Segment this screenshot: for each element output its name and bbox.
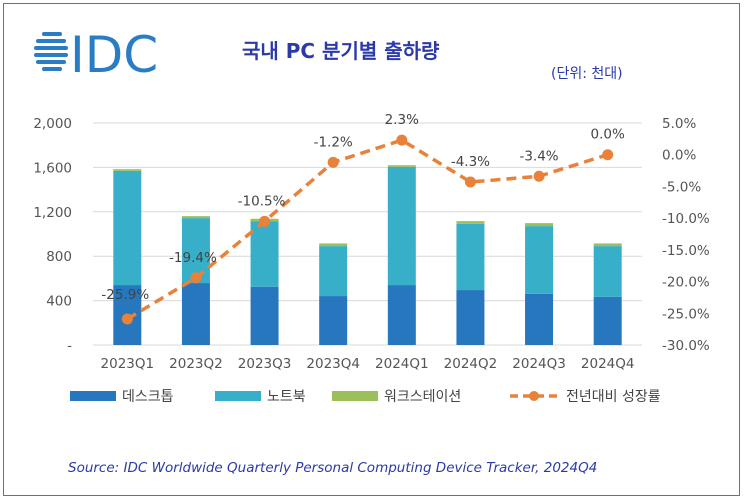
unit-label: (단위: 천대) (551, 66, 623, 82)
x-tick-label: 2023Q3 (238, 356, 292, 372)
bar-데스크톱 (319, 296, 348, 345)
y-tick-label: - (67, 338, 72, 354)
y-tick-label: 2,000 (33, 116, 72, 132)
growth-point (190, 272, 202, 284)
legend-label: 데스크톱 (122, 389, 174, 405)
bar-워크스테이션 (525, 223, 554, 227)
chart-frame (3, 3, 740, 496)
x-tick-label: 2023Q1 (101, 356, 155, 372)
legend-swatch-marker (529, 391, 539, 401)
source-note: Source: IDC Worldwide Quarterly Personal… (68, 460, 597, 476)
legend-swatch (215, 391, 261, 401)
y2-tick-label: -10.0% (662, 211, 710, 227)
bar-워크스테이션 (113, 169, 142, 171)
growth-point (327, 156, 339, 168)
bar-워크스테이션 (319, 243, 348, 247)
y2-tick-label: 0.0% (662, 148, 696, 164)
x-tick-label: 2024Q1 (375, 356, 429, 372)
growth-data-label: -25.9% (101, 287, 149, 303)
x-tick-label: 2023Q2 (169, 356, 223, 372)
growth-point (396, 134, 408, 146)
bar-노트북 (250, 221, 279, 287)
y-tick-label: 400 (46, 294, 72, 310)
bar-데스크톱 (250, 286, 279, 345)
y2-tick-label: -5.0% (662, 179, 701, 195)
y2-tick-label: 5.0% (662, 116, 696, 132)
growth-data-label: -4.3% (451, 154, 490, 170)
bar-노트북 (113, 170, 142, 286)
growth-data-label: -19.4% (169, 250, 217, 266)
x-tick-label: 2024Q3 (512, 356, 566, 372)
chart-title: 국내 PC 분기별 출하량 (242, 39, 440, 63)
y2-tick-label: -30.0% (662, 338, 710, 354)
bar-노트북 (593, 246, 622, 297)
y-tick-label: 1,200 (33, 205, 72, 221)
bar-데스크톱 (387, 285, 416, 345)
x-tick-label: 2023Q4 (306, 356, 360, 372)
legend-swatch (70, 391, 116, 401)
y-tick-label: 800 (46, 249, 72, 265)
growth-point (259, 215, 271, 227)
y-tick-label: 1,600 (33, 160, 72, 176)
growth-data-label: -1.2% (314, 134, 353, 150)
bar-워크스테이션 (181, 216, 210, 219)
bar-노트북 (456, 223, 485, 291)
bar-데스크톱 (593, 296, 622, 345)
bar-데스크톱 (456, 290, 485, 345)
growth-data-label: -3.4% (519, 148, 558, 164)
y2-tick-label: -20.0% (662, 275, 710, 291)
bar-노트북 (181, 218, 210, 284)
growth-point (533, 170, 545, 182)
bar-워크스테이션 (593, 243, 622, 247)
growth-point (121, 313, 133, 325)
growth-line (126, 138, 609, 321)
legend-label: 노트북 (267, 389, 306, 405)
growth-data-label: 2.3% (385, 112, 419, 128)
y2-tick-label: -15.0% (662, 243, 710, 259)
bar-데스크톱 (181, 283, 210, 345)
logo-globe-icon (34, 32, 68, 71)
growth-data-label: -10.5% (238, 193, 286, 209)
legend-label: 전년대비 성장률 (566, 389, 661, 405)
logo-text: IDC (70, 26, 158, 84)
legend-label: 워크스테이션 (384, 389, 461, 405)
growth-point (464, 176, 476, 188)
bar-노트북 (319, 246, 348, 297)
x-tick-label: 2024Q2 (444, 356, 498, 372)
bar-워크스테이션 (456, 221, 485, 224)
growth-point (602, 149, 614, 161)
x-tick-label: 2024Q4 (581, 356, 635, 372)
idc-logo: IDC (34, 26, 158, 84)
legend-swatch (332, 391, 378, 401)
growth-data-label: 0.0% (591, 127, 625, 143)
bar-노트북 (525, 226, 554, 294)
y2-tick-label: -25.0% (662, 306, 710, 322)
bar-노트북 (387, 166, 416, 286)
bar-데스크톱 (525, 293, 554, 345)
bar-워크스테이션 (387, 165, 416, 167)
